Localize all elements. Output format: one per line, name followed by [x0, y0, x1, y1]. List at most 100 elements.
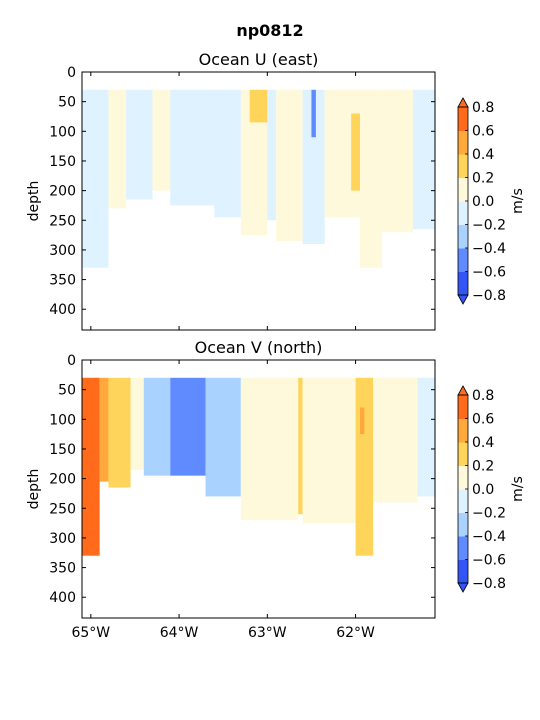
colorbar-segment-6 — [458, 130, 468, 155]
colorbar-segment-3 — [458, 489, 468, 513]
colorbar-extend-bottom — [457, 294, 469, 305]
colorbar-tick-label: 0.8 — [472, 388, 494, 404]
contour-band-5 — [214, 89, 241, 218]
contour-band-2 — [126, 89, 153, 200]
x-tick-label: 63°W — [248, 625, 287, 641]
y-tick-label: 150 — [49, 442, 76, 458]
y-axis-label: depth — [26, 469, 42, 510]
y-tick-label: 150 — [49, 154, 76, 170]
colorbar-tick-label: −0.2 — [472, 218, 506, 234]
colorbar: 0.8 0.6 0.4 0.2 0.0 −0.2 −0.4 −0.6 −0.8 m/s — [457, 97, 526, 305]
colorbar-tick-label: 0.0 — [472, 482, 494, 498]
colorbar-segment-2 — [458, 512, 468, 537]
colorbar-label: m/s — [510, 188, 526, 214]
colorbar: 0.8 0.6 0.4 0.2 0.0 −0.2 −0.4 −0.6 −0.8 m/s — [457, 385, 526, 593]
colorbar-tick-label: 0.6 — [472, 412, 494, 428]
colorbar-tick-label: −0.8 — [472, 576, 506, 592]
contour-band-6 — [205, 377, 241, 497]
y-tick-label: 300 — [49, 531, 76, 547]
panel-ocean-u: Ocean U (east) 0 50 100 150 200 250 300 350 400 de… — [26, 50, 526, 331]
contour-patch-2 — [311, 89, 316, 138]
contour-patch-0 — [249, 89, 268, 123]
contour-band-9 — [302, 89, 325, 244]
y-tick-label: 400 — [49, 302, 76, 318]
colorbar-tick-label: 0.2 — [472, 171, 494, 187]
colorbar-segment-3 — [458, 201, 468, 225]
y-tick-label: 250 — [49, 213, 76, 229]
y-tick-label: 350 — [49, 273, 76, 289]
colorbar-extend-top — [457, 385, 469, 396]
contour-band-11 — [373, 377, 418, 503]
colorbar-tick-label: 0.8 — [472, 100, 494, 116]
contour-band-0 — [82, 377, 100, 556]
colorbar-segment-1 — [458, 248, 468, 272]
y-tick-label: 200 — [49, 472, 76, 488]
colorbar-tick-label: 0.6 — [472, 124, 494, 140]
contour-band-3 — [130, 377, 144, 470]
y-tick-label: 100 — [49, 124, 76, 140]
contour-band-8 — [276, 89, 303, 242]
y-tick-label: 50 — [58, 95, 76, 111]
colorbar-tick-label: −0.8 — [472, 288, 506, 304]
contour-band-1 — [99, 377, 109, 482]
x-tick-label: 64°W — [160, 625, 199, 641]
y-tick-label: 300 — [49, 243, 76, 259]
colorbar-extend-top — [457, 97, 469, 108]
colorbar-extend-bottom — [457, 582, 469, 593]
colorbar-segment-0 — [458, 559, 468, 584]
plot-frame — [81, 359, 436, 619]
plot-frame — [81, 71, 436, 331]
y-tick-label: 400 — [49, 590, 76, 606]
panel-title: Ocean U (east) — [199, 50, 319, 69]
contour-band-12 — [382, 89, 413, 233]
colorbar-tick-label: 0.4 — [472, 147, 494, 163]
colorbar-tick-label: 0.4 — [472, 435, 494, 451]
y-tick-label: 0 — [67, 353, 76, 369]
colorbar-segment-7 — [458, 395, 468, 419]
y-tick-label: 50 — [58, 383, 76, 399]
contour-band-7 — [240, 377, 299, 521]
contour-field — [82, 89, 435, 268]
contour-band-4 — [170, 89, 215, 206]
x-tick-label: 62°W — [336, 625, 375, 641]
contour-patch-1 — [351, 113, 360, 191]
contour-band-8 — [298, 377, 303, 515]
colorbar-tick-label: −0.4 — [472, 529, 506, 545]
contour-band-4 — [143, 377, 171, 476]
colorbar-segment-4 — [458, 465, 468, 490]
colorbar-segment-4 — [458, 177, 468, 202]
contour-band-7 — [267, 89, 277, 221]
colorbar-segment-1 — [458, 536, 468, 560]
colorbar-segment-2 — [458, 224, 468, 249]
colorbar-segment-0 — [458, 271, 468, 296]
y-tick-label: 100 — [49, 412, 76, 428]
contour-band-2 — [108, 377, 131, 488]
y-tick-label: 250 — [49, 501, 76, 517]
y-tick-label: 350 — [49, 561, 76, 577]
contour-band-9 — [302, 377, 356, 524]
colorbar-tick-label: 0.0 — [472, 194, 494, 210]
y-tick-label: 200 — [49, 184, 76, 200]
y-axis-label: depth — [26, 181, 42, 222]
contour-band-0 — [82, 89, 109, 268]
colorbar-segment-5 — [458, 154, 468, 178]
colorbar-tick-label: −0.6 — [472, 553, 506, 569]
contour-patch-0 — [359, 407, 365, 435]
y-tick-label: 0 — [67, 65, 76, 81]
colorbar-tick-label: 0.2 — [472, 459, 494, 475]
x-tick-label: 65°W — [71, 625, 110, 641]
contour-band-3 — [152, 89, 171, 191]
panel-ocean-v: Ocean V (north) 0 50 100 150 200 250 300 350 400 6… — [26, 338, 526, 641]
colorbar-segment-5 — [458, 442, 468, 466]
colorbar-segment-7 — [458, 107, 468, 131]
figure-title: np0812 — [236, 21, 303, 40]
panel-title: Ocean V (north) — [195, 338, 323, 357]
colorbar-tick-label: −0.6 — [472, 265, 506, 281]
colorbar-label: m/s — [510, 476, 526, 502]
contour-band-5 — [170, 377, 206, 476]
contour-band-1 — [108, 89, 127, 209]
colorbar-segment-6 — [458, 418, 468, 443]
contour-band-10 — [355, 377, 374, 556]
contour-field — [82, 377, 435, 556]
